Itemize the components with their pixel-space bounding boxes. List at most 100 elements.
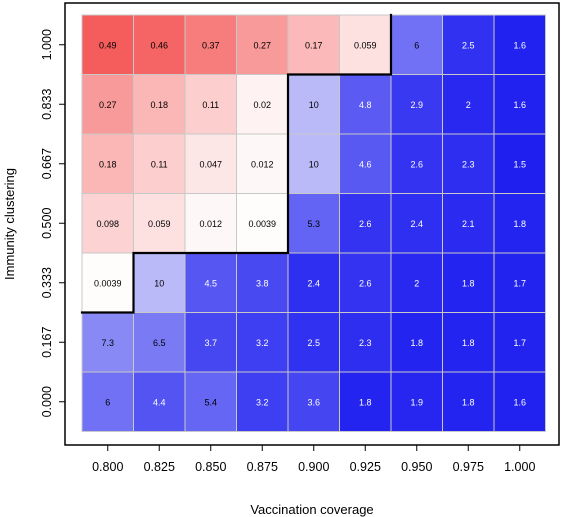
cell-value-label: 1.8 [462, 397, 475, 407]
boundary-line [80, 13, 393, 314]
cell-value-label: 0.0039 [248, 219, 276, 229]
cell-value-label: 0.012 [199, 219, 222, 229]
cell-value-label: 1.6 [513, 100, 526, 110]
x-tick-label: 0.975 [453, 460, 484, 474]
heatmap-cell-r2-c8 [493, 133, 546, 194]
cell-value-label: 0.059 [354, 40, 377, 50]
cell-value-label: 6.5 [153, 338, 166, 348]
cell-value-label: 0.17 [305, 40, 323, 50]
x-tick-label: 0.825 [144, 460, 175, 474]
y-tick-label: 0.000 [40, 386, 54, 417]
heatmap-cell-r1-c0 [81, 74, 134, 135]
heatmap-cell-r5-c8 [493, 312, 546, 373]
cell-value-label: 1.9 [410, 397, 423, 407]
cell-value-label: 4.8 [359, 100, 372, 110]
heatmap-cell-r4-c8 [493, 252, 546, 313]
cell-value-label: 0.0039 [94, 278, 122, 288]
heatmap-cell-r0-c1 [133, 14, 186, 75]
heatmap-cell-r4-c3 [236, 252, 289, 313]
cell-value-label: 2.9 [410, 100, 423, 110]
heatmap-cell-r2-c2 [184, 133, 237, 194]
y-tick-label: 0.833 [40, 89, 54, 120]
cell-value-label: 0.46 [150, 40, 168, 50]
cell-value-label: 10 [154, 278, 164, 288]
cell-value-label: 5.4 [204, 397, 217, 407]
heatmap-cell-r2-c1 [133, 133, 186, 194]
cell-value-label: 10 [309, 100, 319, 110]
cell-value-label: 1.7 [513, 338, 526, 348]
cell-value-label: 0.27 [99, 100, 117, 110]
cell-value-label: 3.6 [307, 397, 320, 407]
x-tick-label: 0.800 [92, 460, 123, 474]
y-axis: 1.000 0.833 0.667 0.500 0.333 0.167 0.000 [40, 29, 65, 417]
heatmap-cell-r1-c8 [493, 74, 546, 135]
heatmap-cell-r1-c2 [184, 74, 237, 135]
heatmap-cell-r2-c3 [236, 133, 289, 194]
heatmap-cell-r5-c7 [442, 312, 495, 373]
x-tick-label: 0.850 [195, 460, 226, 474]
heatmap-cell-r4-c6 [390, 252, 443, 313]
heatmap-cell-r6-c2 [184, 371, 237, 432]
heatmap-cell-r0-c0 [81, 14, 134, 75]
cell-value-label: 1.7 [513, 278, 526, 288]
cell-value-label: 2.3 [359, 338, 372, 348]
cell-value-label: 4.6 [359, 159, 372, 169]
cell-value-label: 2.6 [359, 219, 372, 229]
cell-value-label: 1.5 [513, 159, 526, 169]
heatmap-cell-r3-c3 [236, 193, 289, 254]
cell-value-label: 7.3 [101, 338, 114, 348]
cell-value-label: 1.6 [513, 397, 526, 407]
heatmap-cell-r6-c4 [287, 371, 340, 432]
cell-value-label: 0.059 [148, 219, 171, 229]
heatmap-cell-r4-c0 [81, 252, 134, 313]
y-tick-label: 0.500 [40, 208, 54, 239]
heatmap-cell-r5-c5 [339, 312, 392, 373]
cell-value-label: 10 [309, 159, 319, 169]
x-tick-label: 0.900 [298, 460, 329, 474]
cell-value-label: 0.27 [253, 40, 271, 50]
cell-value-label: 0.047 [199, 159, 222, 169]
cell-value-label: 3.2 [256, 338, 269, 348]
x-axis: 0.800 0.825 0.850 0.875 0.900 0.925 0.950 0.975… [92, 445, 535, 474]
threshold-boundary [80, 13, 393, 314]
heatmap-cell-r6-c0 [81, 371, 134, 432]
y-tick-label: 0.167 [40, 327, 54, 358]
cell-value-label: 0.098 [96, 219, 119, 229]
cell-value-label: 2 [414, 278, 419, 288]
cell-value-label: 2 [466, 100, 471, 110]
cell-value-label: 2.5 [462, 40, 475, 50]
cell-value-label: 1.6 [513, 40, 526, 50]
cell-value-label: 2.4 [410, 219, 423, 229]
cell-value-label: 3.8 [256, 278, 269, 288]
heatmap-cell-r4-c5 [339, 252, 392, 313]
heatmap-cell-r6-c5 [339, 371, 392, 432]
cell-value-label: 2.1 [462, 219, 475, 229]
heatmap-cell-r2-c6 [390, 133, 443, 194]
y-tick-label: 0.667 [40, 148, 54, 179]
heatmap-cell-r1-c7 [442, 74, 495, 135]
cell-value-label: 6 [105, 397, 110, 407]
x-tick-label: 0.950 [401, 460, 432, 474]
cell-value-label: 2.5 [307, 338, 320, 348]
cell-value-label: 0.02 [253, 100, 271, 110]
heatmap-cell-r0-c2 [184, 14, 237, 75]
y-tick-label: 1.000 [40, 29, 54, 60]
cell-value-label: 3.7 [204, 338, 217, 348]
heatmap-cell-r2-c0 [81, 133, 134, 194]
heatmap-cell-r0-c5 [339, 14, 392, 75]
heatmap-cell-r2-c4 [287, 133, 340, 194]
heatmap-cell-r5-c3 [236, 312, 289, 373]
heatmap-cell-r1-c6 [390, 74, 443, 135]
cell-value-label: 0.11 [202, 100, 219, 110]
cell-value-label: 1.8 [359, 397, 372, 407]
cell-value-label: 4.5 [204, 278, 217, 288]
heatmap-cell-r0-c7 [442, 14, 495, 75]
heatmap-cell-r5-c4 [287, 312, 340, 373]
cell-value-label: 5.3 [307, 219, 320, 229]
cell-value-label: 2.6 [410, 159, 423, 169]
heatmap-cell-r6-c1 [133, 371, 186, 432]
cell-value-label: 1.8 [410, 338, 423, 348]
cell-value-label: 1.8 [513, 219, 526, 229]
cell-value-label: 4.4 [153, 397, 166, 407]
